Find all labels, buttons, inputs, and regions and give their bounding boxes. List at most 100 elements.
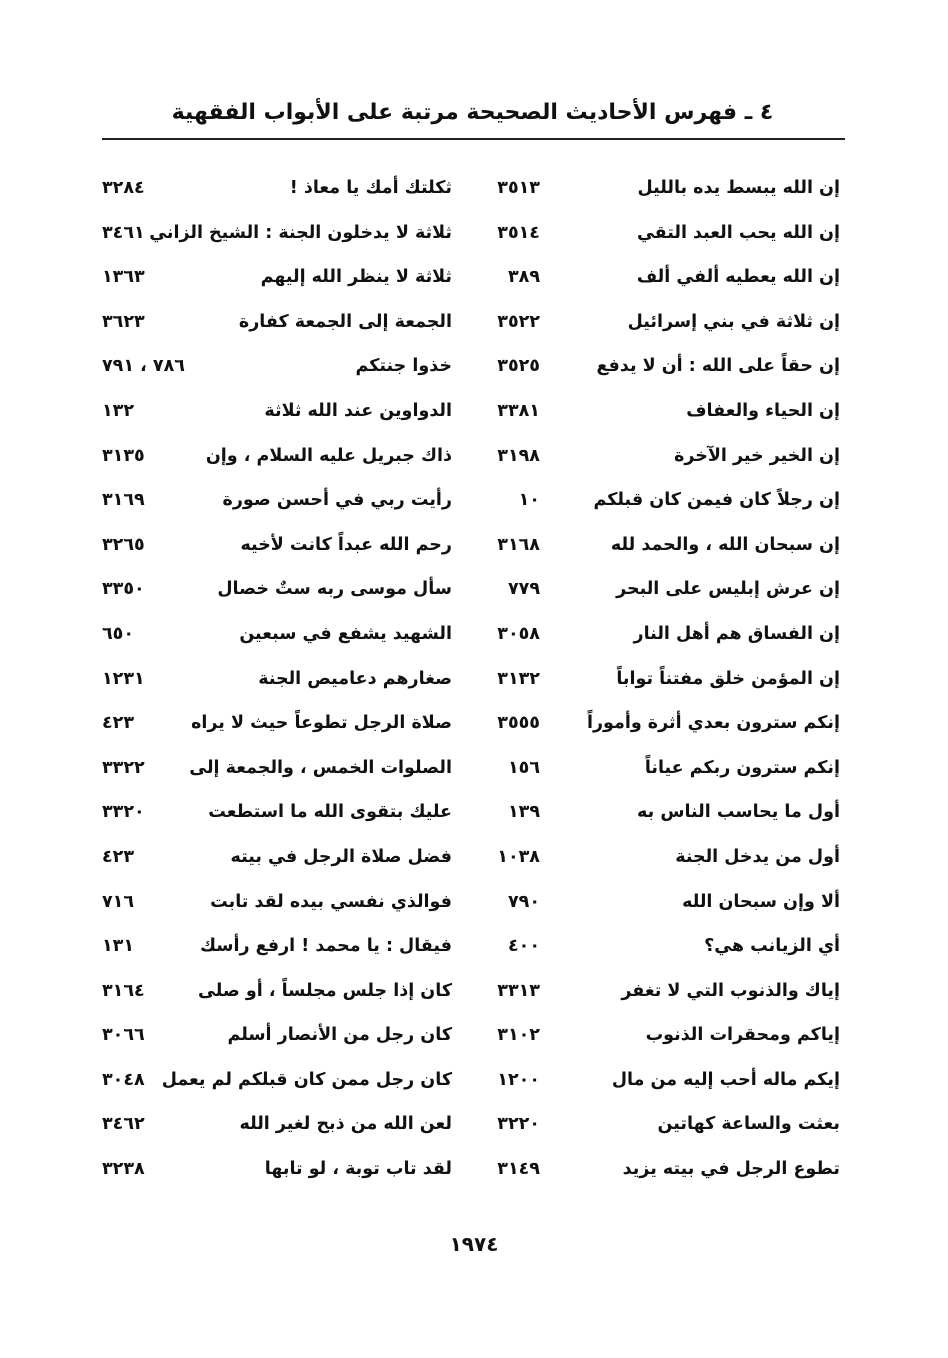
hadith-number-right: ٣١٠٢ bbox=[497, 1025, 540, 1046]
hadith-text-right: أي الزيانب هي؟ bbox=[704, 936, 840, 957]
hadith-text-left: فوالذي نفسي بيده لقد تابت bbox=[210, 891, 452, 912]
hadith-number-right: ٣٨٩ bbox=[507, 267, 540, 288]
hadith-text-left: صغارهم دعاميص الجنة bbox=[258, 668, 452, 689]
hadith-number-right: ٣٥٢٢ bbox=[497, 311, 540, 332]
hadith-number-left: ١٣٦٣ bbox=[102, 267, 145, 288]
index-row: إنكم سترون بعدي أثرة وأموراً ٣٥٥٥ صلاة الر… bbox=[0, 705, 948, 750]
hadith-number-left: ١٢٣١ bbox=[102, 668, 145, 689]
hadith-text-left: فضل صلاة الرجل في بيته bbox=[230, 846, 452, 867]
hadith-number-left: ٣١٦٩ bbox=[102, 490, 145, 511]
index-row: إن سبحان الله ، والحمد لله ٣١٦٨ رحم الله ع… bbox=[0, 527, 948, 572]
index-row: إن ثلاثة في بني إسرائيل ٣٥٢٢ الجمعة إلى ال… bbox=[0, 304, 948, 349]
hadith-number-right: ٣٣٨١ bbox=[497, 400, 540, 421]
hadith-number-left: ١٣٢ bbox=[102, 400, 135, 421]
hadith-text-right: إنكم سترون بعدي أثرة وأموراً bbox=[586, 713, 840, 734]
hadith-number-left: ٣٢٨٤ bbox=[102, 178, 145, 198]
hadith-number-right: ٣١٤٩ bbox=[497, 1159, 540, 1180]
index-row: إن المؤمن خلق مفتناً تواباً ٣١٣٢ صغارهم دع… bbox=[0, 661, 948, 706]
index-row: إياك والذنوب التي لا تغفر ٣٣١٣ كان إذا جلس… bbox=[0, 973, 948, 1018]
hadith-text-right: إن الله يعطيه ألفي ألف bbox=[636, 267, 840, 288]
hadith-text-right: إن الحياء والعفاف bbox=[686, 400, 840, 421]
hadith-text-right: إيكم ماله أحب إليه من مال bbox=[611, 1069, 840, 1090]
hadith-text-left: الشهيد يشفع في سبعين bbox=[239, 623, 452, 644]
hadith-number-left: ١٣١ bbox=[102, 936, 135, 957]
hadith-number-left: ٤٢٣ bbox=[102, 713, 135, 734]
hadith-text-right: إياك والذنوب التي لا تغفر bbox=[621, 980, 840, 1001]
index-row: إن الله يعطيه ألفي ألف ٣٨٩ ثلاثة لا ينظر ا… bbox=[0, 259, 948, 304]
hadith-text-right: إن الخير خير الآخرة bbox=[674, 445, 840, 466]
hadith-number-left: ٣٢٦٥ bbox=[102, 534, 145, 555]
hadith-number-left: ٦٥٠ bbox=[102, 623, 135, 644]
hadith-text-left: كان إذا جلس مجلساً ، أو صلى bbox=[198, 980, 452, 1001]
hadith-text-left: الصلوات الخمس ، والجمعة إلى bbox=[189, 757, 452, 778]
hadith-text-right: إن سبحان الله ، والحمد لله bbox=[610, 534, 840, 555]
index-row: إن الخير خير الآخرة ٣١٩٨ ذاك جبريل عليه ال… bbox=[0, 438, 948, 483]
index-row: إنكم سترون ربكم عياناً ١٥٦ الصلوات الخمس ،… bbox=[0, 750, 948, 795]
hadith-number-right: ٧٧٩ bbox=[507, 579, 540, 600]
hadith-number-right: ١٥٦ bbox=[507, 757, 540, 778]
hadith-number-left: ٣٣٢٢ bbox=[102, 757, 145, 778]
hadith-text-left: كان رجل ممن كان قبلكم لم يعمل bbox=[161, 1069, 452, 1090]
hadith-text-right: إن الله يحب العبد التقي bbox=[636, 222, 840, 243]
hadith-number-right: ٧٩٠ bbox=[507, 891, 540, 912]
hadith-number-left: ٣٠٤٨ bbox=[102, 1069, 145, 1090]
header-rule bbox=[102, 138, 845, 140]
index-row: إن رجلاً كان فيمن كان قبلكم ١٠ رأيت ربي في… bbox=[0, 482, 948, 527]
page-header-title: ٤ ـ فهرس الأحاديث الصحيحة مرتبة على الأب… bbox=[171, 100, 774, 125]
hadith-text-left: رحم الله عبداً كانت لأخيه bbox=[240, 534, 452, 555]
hadith-text-left: ثلاثة لا ينظر الله إليهم bbox=[260, 267, 452, 288]
hadith-text-left: لعن الله من ذبح لغير الله bbox=[239, 1114, 452, 1135]
hadith-text-left: عليك بتقوى الله ما استطعت bbox=[208, 802, 452, 823]
hadith-number-right: ٣٠٥٨ bbox=[497, 623, 540, 644]
hadith-number-right: ٣٣١٣ bbox=[497, 980, 540, 1001]
hadith-number-left: ٣٦٢٣ bbox=[102, 311, 145, 332]
hadith-text-left: سأل موسى ربه ستٌ خصال bbox=[217, 579, 452, 600]
hadith-text-right: إنكم سترون ربكم عياناً bbox=[644, 757, 840, 778]
hadith-text-right: إن رجلاً كان فيمن كان قبلكم bbox=[593, 490, 840, 511]
hadith-text-left: الدواوين عند الله ثلاثة bbox=[264, 400, 452, 421]
hadith-text-right: إن الله يبسط يده بالليل bbox=[637, 178, 840, 198]
hadith-number-left: ٣٤٦٢ bbox=[102, 1114, 145, 1135]
hadith-text-right: إن الفساق هم أهل النار bbox=[633, 623, 840, 644]
hadith-number-left: ٤٢٣ bbox=[102, 846, 135, 867]
hadith-number-right: ٣٥٥٥ bbox=[497, 713, 540, 734]
index-row: ألا وإن سبحان الله ٧٩٠ فوالذي نفسي بيده لق… bbox=[0, 884, 948, 929]
hadith-text-left: لقد تاب توبة ، لو تابها bbox=[264, 1159, 452, 1180]
hadith-number-right: ٣٢٢٠ bbox=[497, 1114, 540, 1135]
hadith-number-right: ١٠٣٨ bbox=[497, 846, 540, 867]
hadith-text-left: فيقال : يا محمد ! ارفع رأسك bbox=[200, 936, 452, 957]
hadith-number-right: ٣١٣٢ bbox=[497, 668, 540, 689]
hadith-number-left: ٣١٦٤ bbox=[102, 980, 145, 1001]
index-row: تطوع الرجل في بيته يزيد ٣١٤٩ لقد تاب توبة … bbox=[0, 1151, 948, 1196]
hadith-index-list: إن الله يبسط يده بالليل ٣٥١٣ ثكلتك أمك يا … bbox=[0, 170, 948, 1196]
hadith-text-right: إن حقاً على الله : أن لا يدفع bbox=[596, 356, 840, 377]
hadith-number-right: ٣١٦٨ bbox=[497, 534, 540, 555]
index-row: إياكم ومحقرات الذنوب ٣١٠٢ كان رجل من الأنص… bbox=[0, 1017, 948, 1062]
hadith-number-left: ٣٣٥٠ bbox=[102, 579, 145, 600]
hadith-number-right: ٣٥٢٥ bbox=[497, 356, 540, 377]
hadith-number-left: ٣٣٢٠ bbox=[102, 802, 145, 823]
index-row: إن عرش إبليس على البحر ٧٧٩ سأل موسى ربه ست… bbox=[0, 571, 948, 616]
hadith-text-left: الجمعة إلى الجمعة كفارة bbox=[238, 311, 452, 332]
hadith-text-right: أول ما يحاسب الناس به bbox=[637, 802, 840, 823]
index-row: بعثت والساعة كهاتين ٣٢٢٠ لعن الله من ذبح ل… bbox=[0, 1106, 948, 1151]
hadith-number-right: ٣١٩٨ bbox=[497, 445, 540, 466]
index-row: إن الله يحب العبد التقي ٣٥١٤ ثلاثة لا يدخل… bbox=[0, 215, 948, 260]
hadith-number-left: ٣٠٦٦ bbox=[102, 1025, 145, 1046]
hadith-text-right: إياكم ومحقرات الذنوب bbox=[645, 1025, 840, 1046]
hadith-number-right: ١٢٠٠ bbox=[497, 1069, 540, 1090]
hadith-number-left: ٣٢٣٨ bbox=[102, 1159, 145, 1180]
hadith-number-right: ٣٥١٤ bbox=[497, 222, 540, 243]
hadith-number-left: ٧١٦ bbox=[102, 891, 135, 912]
hadith-number-right: ١٣٩ bbox=[507, 802, 540, 823]
hadith-text-left: خذوا جنتكم bbox=[355, 356, 453, 377]
hadith-number-right: ٣٥١٣ bbox=[497, 178, 540, 198]
index-row: إن حقاً على الله : أن لا يدفع ٣٥٢٥ خذوا جن… bbox=[0, 348, 948, 393]
page-number: ١٩٧٤ bbox=[449, 1232, 499, 1256]
hadith-text-left: ذاك جبريل عليه السلام ، وإن bbox=[205, 445, 452, 466]
hadith-text-right: بعثت والساعة كهاتين bbox=[657, 1114, 840, 1135]
hadith-number-right: ٤٠٠ bbox=[507, 936, 540, 957]
index-row: أي الزيانب هي؟ ٤٠٠ فيقال : يا محمد ! ارفع … bbox=[0, 928, 948, 973]
hadith-text-left: صلاة الرجل تطوعاً حيث لا يراه bbox=[191, 713, 452, 734]
hadith-text-right: إن ثلاثة في بني إسرائيل bbox=[627, 311, 840, 332]
